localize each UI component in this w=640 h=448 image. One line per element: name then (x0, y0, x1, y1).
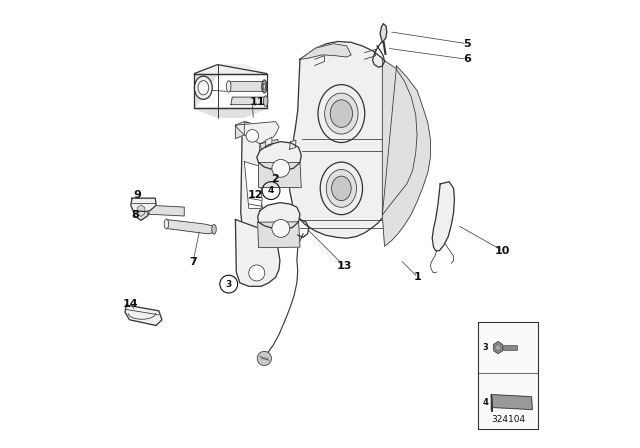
Polygon shape (259, 163, 301, 188)
Text: 6: 6 (463, 54, 471, 64)
Text: 1: 1 (414, 272, 422, 282)
Polygon shape (195, 108, 267, 117)
Ellipse shape (326, 169, 356, 207)
Polygon shape (289, 42, 401, 238)
Bar (478, 322, 538, 429)
Text: 4: 4 (483, 397, 488, 407)
Polygon shape (137, 205, 145, 216)
Text: 3: 3 (483, 343, 488, 352)
Ellipse shape (332, 176, 351, 201)
Polygon shape (380, 24, 387, 43)
Polygon shape (195, 65, 218, 108)
Text: 11: 11 (250, 97, 266, 107)
Bar (504, 345, 516, 350)
Polygon shape (149, 205, 184, 216)
Ellipse shape (320, 162, 362, 215)
Ellipse shape (262, 81, 267, 92)
Polygon shape (131, 198, 156, 211)
Polygon shape (231, 97, 266, 105)
Text: 12: 12 (248, 190, 263, 200)
Circle shape (272, 159, 290, 177)
Polygon shape (493, 341, 502, 354)
Ellipse shape (264, 96, 268, 107)
Polygon shape (382, 59, 417, 215)
Polygon shape (492, 395, 532, 409)
Polygon shape (300, 44, 351, 59)
Polygon shape (236, 121, 244, 138)
Circle shape (249, 265, 265, 281)
Text: 2: 2 (271, 174, 279, 185)
Text: 4: 4 (268, 186, 274, 195)
Polygon shape (290, 140, 296, 149)
Polygon shape (496, 345, 500, 351)
Text: 10: 10 (495, 246, 510, 256)
Text: 324104: 324104 (491, 415, 525, 424)
Ellipse shape (324, 93, 358, 134)
Circle shape (272, 220, 290, 237)
Polygon shape (266, 137, 272, 147)
Ellipse shape (212, 224, 216, 234)
Polygon shape (258, 222, 300, 248)
Circle shape (257, 351, 271, 366)
Polygon shape (244, 162, 262, 208)
Polygon shape (432, 182, 454, 251)
Polygon shape (195, 65, 267, 73)
Polygon shape (166, 220, 216, 234)
Polygon shape (236, 220, 280, 286)
Text: 7: 7 (189, 257, 197, 267)
Ellipse shape (195, 76, 212, 99)
Polygon shape (382, 66, 431, 246)
Ellipse shape (227, 81, 231, 92)
Polygon shape (228, 82, 264, 91)
Ellipse shape (318, 85, 365, 142)
Polygon shape (258, 202, 300, 229)
Text: 9: 9 (134, 190, 141, 200)
Ellipse shape (330, 100, 353, 127)
Ellipse shape (164, 219, 168, 229)
Polygon shape (241, 121, 263, 237)
Text: 8: 8 (131, 210, 139, 220)
Polygon shape (134, 201, 148, 220)
Polygon shape (257, 142, 301, 171)
Polygon shape (125, 305, 162, 326)
Text: 14: 14 (123, 299, 139, 309)
Ellipse shape (198, 81, 209, 95)
Text: 5: 5 (463, 39, 471, 49)
Circle shape (246, 129, 259, 142)
Polygon shape (260, 139, 279, 152)
Text: 3: 3 (226, 280, 232, 289)
Polygon shape (236, 121, 279, 144)
Text: 13: 13 (337, 261, 352, 271)
